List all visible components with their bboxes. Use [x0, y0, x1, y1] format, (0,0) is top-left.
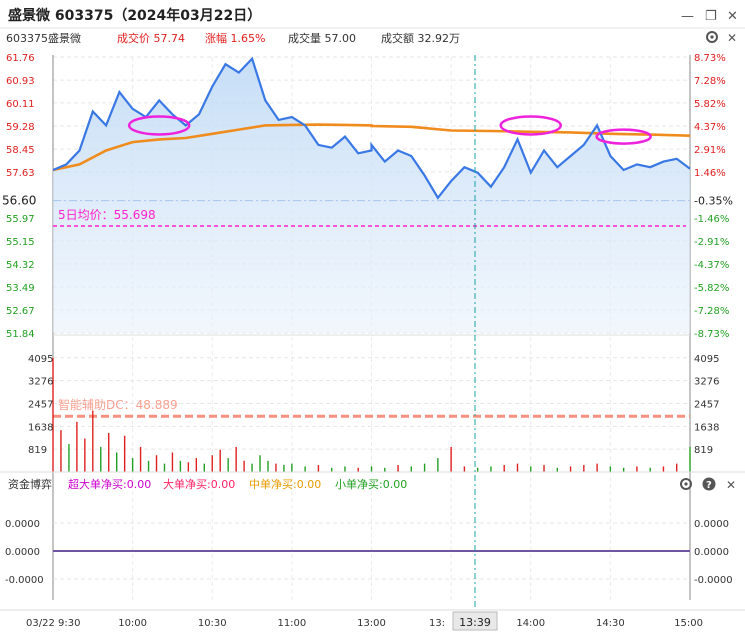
highlight-ellipse — [499, 115, 562, 136]
price-area — [53, 58, 690, 333]
price-line — [52, 56, 691, 200]
percent-tick-label: 5.82% — [694, 99, 726, 110]
fund-title: 资金博弈 — [8, 477, 52, 491]
volume-tick-label: 2457 — [694, 399, 719, 410]
fund-close-icon[interactable]: ✕ — [726, 478, 736, 492]
fund-axes: 0.0000 0.0000 -0.0000 0.0000 0.0000 -0.0000 — [5, 519, 733, 586]
fund-tick-label: 0.0000 — [5, 547, 40, 558]
close-icon[interactable]: ✕ — [727, 9, 738, 24]
time-tick-label: 13:00 — [357, 618, 386, 629]
title-bar — [0, 0, 745, 28]
percent-tick-label: -2.91% — [694, 237, 729, 248]
time-tick-label: 15:00 — [674, 618, 703, 629]
percent-tick-label: 8.73% — [694, 53, 726, 64]
price-tick-label: 55.97 — [6, 214, 35, 225]
price-tick-label: 52.67 — [6, 306, 35, 317]
percent-tick-label: 2.91% — [694, 145, 726, 156]
percent-tick-label: -8.73% — [694, 329, 729, 340]
price-tick-label: 51.84 — [6, 329, 35, 340]
volume-readout: 成交量 57.00 — [288, 31, 356, 45]
restore-icon[interactable]: ❐ — [705, 9, 717, 24]
price-tick-label: 56.60 — [2, 194, 36, 208]
time-tick-label: 03/22 9:30 — [26, 618, 80, 629]
help-icon[interactable]: ? — [702, 477, 716, 492]
price-tick-label: 54.32 — [6, 260, 35, 271]
stock-name: 603375盛景微 — [6, 31, 81, 45]
fund-legend-item: 中单净买:0.00 — [249, 477, 321, 491]
percent-tick-label: 4.37% — [694, 122, 726, 133]
percent-tick-label: 7.28% — [694, 76, 726, 87]
volume-tick-label: 2457 — [28, 399, 53, 410]
volume-tick-label: 819 — [28, 445, 47, 456]
price-left-axis: 61.76 60.93 60.11 59.28 58.45 57.63 56.60 55.97… — [2, 53, 36, 340]
change-readout: 涨幅 1.65% — [205, 32, 265, 45]
fund-tick-label: 0.0000 — [5, 519, 40, 530]
volume-tick-label: 1638 — [28, 422, 53, 433]
price-tick-label: 61.76 — [6, 53, 35, 64]
fund-tick-label: 0.0000 — [694, 519, 729, 530]
fund-legend-item: 大单净买:0.00 — [163, 477, 235, 491]
price-tick-label: 59.28 — [6, 122, 35, 133]
fund-legend: 超大单净买:0.00 大单净买:0.00 中单净买:0.00 小单净买:0.00 — [68, 477, 407, 491]
percent-tick-label: 1.46% — [694, 168, 726, 179]
volume-bars — [52, 357, 691, 472]
price-tick-label: 53.49 — [6, 283, 35, 294]
time-tick-label: 10:30 — [198, 618, 227, 629]
amount-readout: 成交额 32.92万 — [381, 31, 460, 45]
crosshair: 13:39 — [452, 55, 498, 631]
price-readout: 成交价 57.74 — [117, 31, 185, 45]
time-tick-label: 11:00 — [277, 618, 306, 629]
fund-tick-label: 0.0000 — [694, 547, 729, 558]
fund-gear-icon[interactable] — [680, 478, 692, 490]
window-title: 盛景微 603375（2024年03月22日） — [8, 7, 261, 24]
percent-tick-label: -7.28% — [694, 306, 729, 317]
percent-tick-label: -1.46% — [694, 214, 729, 225]
ma5-label: 5日均价：55.698 — [58, 208, 156, 222]
volume-left-axis: 4095 3276 2457 1638 819 — [28, 354, 53, 456]
price-right-axis: 8.73% 7.28% 5.82% 4.37% 2.91% 1.46% -0.35% -1.4… — [694, 53, 733, 340]
time-tick-label: 14:00 — [516, 618, 545, 629]
crosshair-time-box — [452, 611, 498, 631]
price-tick-label: 55.15 — [6, 237, 35, 248]
highlight-ellipse — [595, 128, 652, 145]
fund-legend-item: 超大单净买:0.00 — [68, 477, 151, 491]
price-tick-label: 60.11 — [6, 99, 35, 110]
crosshair-time-label: 13:39 — [459, 616, 491, 629]
svg-text:?: ? — [706, 480, 712, 491]
minimize-icon[interactable]: — — [681, 9, 694, 24]
fund-tick-label: -0.0000 — [694, 575, 733, 586]
volume-tick-label: 3276 — [694, 377, 719, 388]
volume-tick-label: 4095 — [694, 354, 719, 365]
volume-tick-label: 4095 — [28, 354, 53, 365]
volume-tick-label: 3276 — [28, 377, 53, 388]
percent-tick-label: -0.35% — [694, 195, 733, 208]
price-tick-label: 57.63 — [6, 168, 35, 179]
volume-right-axis: 4095 3276 2457 1638 819 — [694, 354, 719, 456]
price-tick-label: 60.93 — [6, 76, 35, 87]
volume-tick-label: 819 — [694, 445, 713, 456]
percent-tick-label: -5.82% — [694, 283, 729, 294]
price-lines — [52, 56, 691, 227]
volume-grid — [53, 334, 690, 450]
time-tick-label: 13: — [429, 618, 445, 629]
highlight-ellipse — [127, 115, 191, 136]
volume-tick-label: 1638 — [694, 422, 719, 433]
fund-legend-item: 小单净买:0.00 — [335, 477, 407, 491]
time-tick-label: 10:00 — [118, 618, 147, 629]
panel-close-icon[interactable]: ✕ — [727, 31, 737, 45]
time-tick-label: 14:30 — [596, 618, 625, 629]
settings-gear-icon[interactable] — [706, 31, 718, 43]
fund-tick-label: -0.0000 — [5, 575, 44, 586]
dc-label: 智能辅助DC：48.889 — [58, 397, 178, 412]
price-tick-label: 58.45 — [6, 145, 35, 156]
fund-grid — [53, 522, 690, 580]
time-axis: 03/22 9:30 10:00 10:30 11:00 13:00 13: 14:00 14… — [26, 618, 703, 629]
price-area-fill — [53, 58, 690, 333]
percent-tick-label: -4.37% — [694, 260, 729, 271]
